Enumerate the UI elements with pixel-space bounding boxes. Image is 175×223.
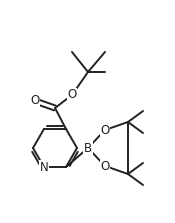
Text: O: O xyxy=(30,95,40,107)
Text: N: N xyxy=(40,161,48,173)
Text: O: O xyxy=(67,89,77,101)
Text: B: B xyxy=(84,142,92,155)
Text: O: O xyxy=(100,159,110,173)
Text: O: O xyxy=(100,124,110,136)
